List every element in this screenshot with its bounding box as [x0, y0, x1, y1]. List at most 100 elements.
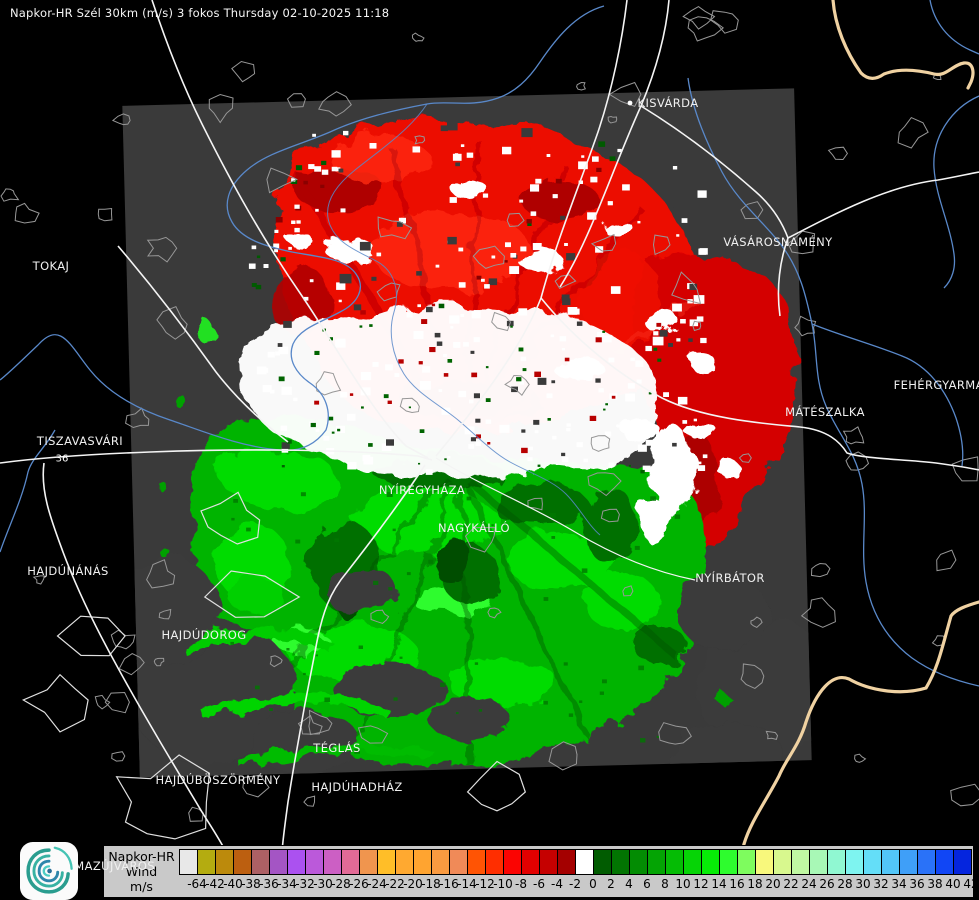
- legend-tick-label: 40: [945, 877, 961, 891]
- legend-tick-label: -18: [421, 877, 441, 891]
- city-label: NAGYKÁLLÓ: [438, 521, 510, 535]
- legend-tick-label: 32: [873, 877, 889, 891]
- legend-tick-label: -10: [493, 877, 513, 891]
- legend-tick-label: 18: [747, 877, 763, 891]
- legend-tick-label: 6: [643, 877, 651, 891]
- legend-cell: [449, 849, 468, 875]
- legend-tick-label: -12: [475, 877, 495, 891]
- legend-cell: [359, 849, 378, 875]
- roads: [0, 0, 979, 853]
- legend-tick-label: -16: [439, 877, 459, 891]
- legend-cell: [341, 849, 360, 875]
- legend-cell: [827, 849, 846, 875]
- legend-tick-label: 16: [729, 877, 745, 891]
- legend-cell: [215, 849, 234, 875]
- legend-tick-label: 38: [927, 877, 943, 891]
- legend-tick-label: 12: [693, 877, 709, 891]
- legend-cell: [773, 849, 792, 875]
- legend-cell: [557, 849, 576, 875]
- city-label: TÉGLÁS: [313, 741, 361, 755]
- legend-cell: [485, 849, 504, 875]
- legend-cell: [287, 849, 306, 875]
- legend-tick-label: -22: [385, 877, 405, 891]
- city-label: NYÍREGYHÁZA: [378, 483, 466, 497]
- admin-boundaries: [0, 6, 979, 840]
- legend-cell: [305, 849, 324, 875]
- motorway: [738, 0, 979, 866]
- legend-tick-label: -64: [187, 877, 207, 891]
- legend-tick-label: 28: [837, 877, 853, 891]
- legend-tick-label: 26: [819, 877, 835, 891]
- legend-info: Napkor-HR Wind m/s: [104, 846, 179, 897]
- legend-tick-label: -2: [569, 877, 581, 891]
- legend-tick-label: 20: [765, 877, 781, 891]
- city-label: KISVÁRDA: [637, 96, 699, 110]
- radar-echoes: [122, 115, 812, 778]
- legend-cell: [179, 849, 198, 875]
- legend-cell: [701, 849, 720, 875]
- legend-cell: [899, 849, 918, 875]
- legend-cell: [719, 849, 738, 875]
- legend-cell: [377, 849, 396, 875]
- legend-cell: [881, 849, 900, 875]
- city-dot-kisvarda: [627, 100, 633, 106]
- city-label: MÁTÉSZALKA: [785, 405, 865, 419]
- legend-cell: [575, 849, 594, 875]
- legend-cell: [539, 849, 558, 875]
- product-title: Napkor-HR Szél 30km (m/s) 3 fokos Thursd…: [10, 6, 390, 20]
- legend-tick-label: -30: [313, 877, 333, 891]
- legend-cell: [269, 849, 288, 875]
- legend-tick-label: 8: [661, 877, 669, 891]
- legend-product: Napkor-HR: [108, 849, 175, 864]
- legend-cell: [935, 849, 954, 875]
- legend-cell: [953, 849, 972, 875]
- legend-cell: [395, 849, 414, 875]
- city-label: HAJDÚDOROG: [161, 628, 247, 642]
- road-number-label: 36: [55, 453, 69, 465]
- city-label: HAJDÚHADHÁZ: [311, 780, 403, 794]
- legend-cell: [683, 849, 702, 875]
- city-label: HAJDÚNÁNÁS: [27, 564, 109, 578]
- legend-cell: [233, 849, 252, 875]
- legend-cell: [197, 849, 216, 875]
- legend-cell: [503, 849, 522, 875]
- legend-tick-label: -8: [515, 877, 527, 891]
- legend-tick-label: -4: [551, 877, 563, 891]
- legend-tick-label: 2: [607, 877, 615, 891]
- legend-units: m/s: [130, 879, 153, 894]
- legend-tick-label: -14: [457, 877, 477, 891]
- legend-cell: [755, 849, 774, 875]
- city-label: TISZAVASVÁRI: [36, 434, 124, 448]
- legend-tick-label: 42: [963, 877, 979, 891]
- legend-tick-label: -40: [223, 877, 243, 891]
- legend-tick-label: -32: [295, 877, 315, 891]
- legend-tick-label: -42: [205, 877, 225, 891]
- legend-cell: [737, 849, 756, 875]
- legend-cell: [323, 849, 342, 875]
- legend-cell: [251, 849, 270, 875]
- legend-tick-label: 24: [801, 877, 817, 891]
- legend-cell: [809, 849, 828, 875]
- legend-tick-label: 10: [675, 877, 691, 891]
- legend-tick-label: 4: [625, 877, 633, 891]
- legend-cell: [647, 849, 666, 875]
- legend-cell: [521, 849, 540, 875]
- color-scale-legend: Napkor-HR Wind m/s -64 -42 -40 -38 -36 -34 -32…: [103, 845, 979, 898]
- legend-tick-label: 22: [783, 877, 799, 891]
- legend-cell: [467, 849, 486, 875]
- legend-cell: [629, 849, 648, 875]
- legend-tick-label: -6: [533, 877, 545, 891]
- legend-tick-label: 36: [909, 877, 925, 891]
- legend-tick-label: -20: [403, 877, 423, 891]
- legend-color-cells: -64 -42 -40 -38 -36 -34 -32 -30 -28 -26 -24 -22 -20-…: [179, 846, 979, 897]
- legend-tick-label: 30: [855, 877, 871, 891]
- legend-tick-label: 0: [589, 877, 597, 891]
- legend-tick-label: 34: [891, 877, 907, 891]
- city-label: FEHÉRGYARMAT: [893, 378, 979, 392]
- legend-tick-label: -26: [349, 877, 369, 891]
- cyclone-spiral-logo: [20, 842, 78, 900]
- legend-cell: [917, 849, 936, 875]
- legend-tick-label: -38: [241, 877, 261, 891]
- city-label: TOKAJ: [32, 259, 70, 273]
